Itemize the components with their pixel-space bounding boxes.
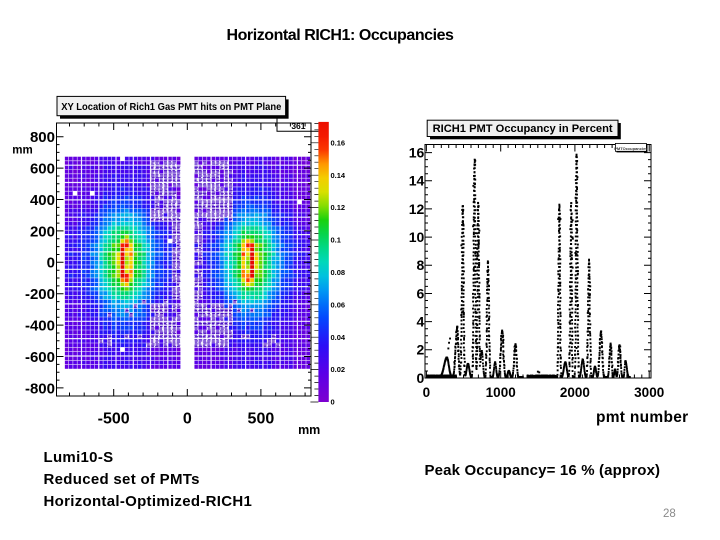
svg-text:12: 12 (409, 201, 425, 217)
svg-text:0: 0 (47, 255, 55, 272)
svg-text:16: 16 (409, 145, 425, 161)
svg-text:361: 361 (291, 121, 305, 131)
svg-text:14: 14 (409, 173, 425, 189)
svg-text:6: 6 (417, 285, 425, 301)
svg-text:0.04: 0.04 (331, 333, 346, 342)
svg-text:600: 600 (30, 161, 55, 178)
svg-text:-200: -200 (25, 286, 55, 303)
svg-text:1000: 1000 (486, 385, 516, 400)
svg-text:0: 0 (331, 398, 335, 407)
svg-text:0: 0 (417, 370, 425, 386)
svg-text:0.16: 0.16 (331, 138, 346, 147)
svg-text:0.12: 0.12 (331, 203, 346, 212)
svg-text:400: 400 (30, 192, 55, 209)
svg-text:mm: mm (298, 423, 320, 437)
svg-text:500: 500 (248, 411, 275, 428)
svg-text:0: 0 (183, 411, 192, 428)
svg-text:4: 4 (417, 314, 425, 330)
svg-text:3000: 3000 (634, 385, 664, 400)
svg-text:10: 10 (409, 229, 425, 245)
svg-text:0.1: 0.1 (331, 236, 341, 245)
svg-text:0: 0 (423, 385, 431, 400)
svg-text:pmt number: pmt number (596, 409, 689, 426)
svg-text:-600: -600 (25, 349, 55, 366)
svg-text:0.08: 0.08 (331, 268, 346, 277)
svg-text:0.06: 0.06 (331, 300, 346, 309)
svg-text:0.02: 0.02 (331, 365, 346, 374)
svg-text:-400: -400 (25, 318, 55, 335)
svg-text:2000: 2000 (560, 385, 590, 400)
svg-text:800: 800 (30, 129, 55, 146)
svg-text:0.14: 0.14 (331, 171, 346, 180)
svg-text:-800: -800 (25, 380, 55, 397)
svg-text:8: 8 (417, 257, 425, 273)
svg-text:200: 200 (30, 223, 55, 240)
svg-text:2: 2 (417, 342, 425, 358)
svg-text:-500: -500 (98, 411, 130, 428)
svg-text:XY Location of Rich1 Gas PMT h: XY Location of Rich1 Gas PMT hits on PMT… (61, 102, 281, 113)
svg-text:mm: mm (12, 145, 32, 157)
